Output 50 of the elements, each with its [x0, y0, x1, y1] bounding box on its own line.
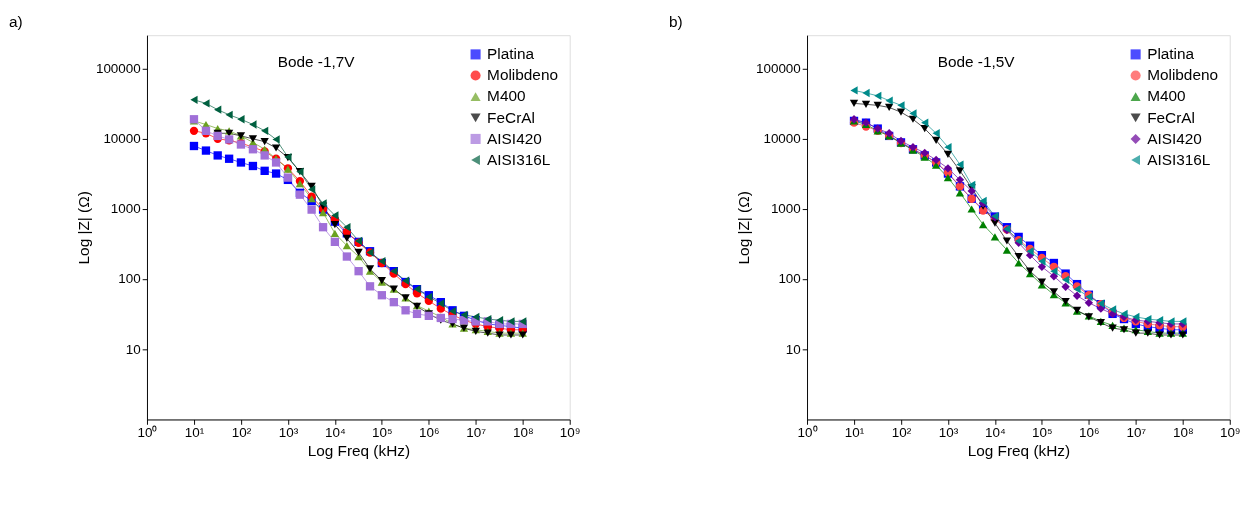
x-axis-title: Log Freq (kHz)	[307, 442, 411, 460]
legend-label: AISI420	[487, 129, 542, 147]
x-axis-title: Log Freq (kHz)	[967, 442, 1071, 460]
y-tick-label: 10000	[763, 131, 801, 147]
legend-label: AISI420	[1147, 129, 1202, 147]
x-tick-label: 10²	[231, 425, 252, 441]
y-tick-label: 1000	[770, 201, 801, 217]
x-tick-label: 10⁶	[1079, 425, 1100, 441]
x-tick-label: 10⁶	[419, 425, 440, 441]
legend-label: M400	[487, 87, 526, 105]
text: b)	[668, 12, 683, 30]
x-tick-label: 10⁹	[559, 425, 581, 441]
y-tick-label: 10	[785, 341, 801, 357]
x-tick-label: 10⁷	[1126, 425, 1147, 441]
x-tick-label: 10⁴	[324, 425, 346, 441]
x-tick-label: 10¹	[184, 425, 205, 441]
legend-label: Molibdeno	[1147, 66, 1219, 84]
annotation: Bode -1,5V	[937, 52, 1016, 70]
legend-label: M400	[1147, 87, 1186, 105]
y-tick-label: 10	[125, 341, 141, 357]
y-tick-label: 100000	[755, 60, 801, 76]
legend-label: AISI316L	[1147, 150, 1211, 168]
y-tick-label: 100	[778, 271, 801, 287]
x-tick-label: 10⁴	[985, 425, 1006, 441]
x-tick-label: 10⁷	[466, 425, 487, 441]
legend-label: FeCrAl	[487, 108, 535, 126]
text: a)	[8, 12, 23, 30]
y-axis-title: Log |Z| (Ω)	[75, 191, 93, 265]
x-tick-label: 10⁸	[1172, 425, 1194, 441]
x-tick-label: 10⁵	[372, 425, 393, 441]
legend-label: FeCrAl	[1147, 108, 1195, 126]
y-tick-label: 1000	[110, 201, 141, 217]
x-tick-label: 10⁰	[137, 425, 158, 441]
legend-label: Platina	[487, 45, 535, 63]
x-tick-label: 10⁰	[797, 425, 818, 441]
y-tick-label: 10000	[103, 131, 141, 147]
legend-label: AISI316L	[487, 150, 551, 168]
x-tick-label: 10⁸	[512, 425, 534, 441]
x-tick-label: 10¹	[844, 425, 865, 441]
x-tick-label: 10²	[891, 425, 912, 441]
x-tick-label: 10³	[278, 425, 299, 441]
x-tick-label: 10⁵	[1032, 425, 1053, 441]
annotation: Bode -1,7V	[277, 52, 356, 70]
y-tick-label: 100000	[95, 60, 141, 76]
x-tick-label: 10³	[938, 425, 959, 441]
legend-label: Platina	[1147, 45, 1195, 63]
y-tick-label: 100	[118, 271, 141, 287]
x-tick-label: 10⁹	[1219, 425, 1241, 441]
y-axis-title: Log |Z| (Ω)	[735, 191, 753, 265]
legend-label: Molibdeno	[487, 66, 558, 84]
